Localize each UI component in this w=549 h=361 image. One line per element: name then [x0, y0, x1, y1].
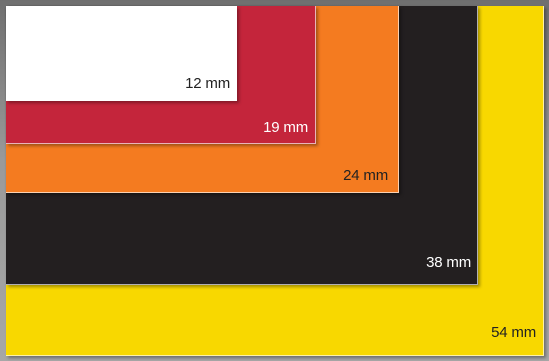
tape-19mm-label: 19 mm — [263, 119, 308, 136]
tape-24mm-label: 24 mm — [343, 167, 388, 184]
tape-12mm: 12 mm — [6, 6, 237, 101]
tape-38mm-label: 38 mm — [426, 254, 471, 271]
tape-54mm-label: 54 mm — [491, 324, 536, 341]
tape-12mm-label: 12 mm — [185, 75, 230, 92]
